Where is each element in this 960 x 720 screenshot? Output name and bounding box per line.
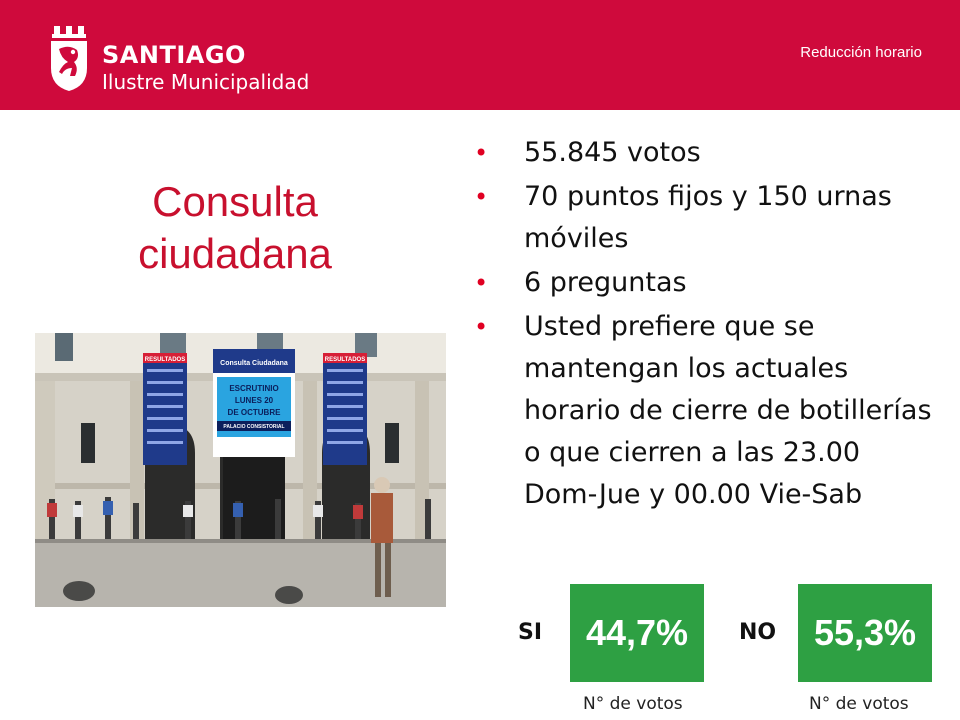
header-bar: SANTIAGO Ilustre Municipalidad Reducción… xyxy=(0,0,960,110)
header-topic: Reducción horario xyxy=(800,44,922,61)
slide-title-line2: ciudadana xyxy=(138,230,332,277)
no-caption: N° de votos xyxy=(809,694,909,714)
sign-line3-text: DE OCTUBRE xyxy=(228,408,282,417)
sign-line1-text: ESCRUTINIO xyxy=(229,384,278,393)
municipal-shield-icon xyxy=(51,26,87,91)
si-caption: N° de votos xyxy=(583,694,683,714)
no-label: NO xyxy=(739,620,777,645)
bullet-dot-icon: • xyxy=(474,269,489,297)
no-result-box: 55,3% xyxy=(798,584,932,682)
list-item: • 6 preguntas xyxy=(470,262,940,304)
logo-subtitle: Ilustre Municipalidad xyxy=(102,70,310,94)
logo-title: SANTIAGO xyxy=(102,41,246,69)
sign-line4-text: PALACIO CONSISTORIAL xyxy=(223,424,284,430)
building-photo-illustration: RESULTADOS RESULTADOS Consulta Ciudadana… xyxy=(35,333,446,607)
slide-title: Consulta ciudadana xyxy=(100,176,370,280)
bullet-text: Usted prefiere que se mantengan los actu… xyxy=(524,311,932,510)
banner-left-text: RESULTADOS xyxy=(145,357,185,363)
sign-line2-text: LUNES 20 xyxy=(235,396,274,405)
si-result-box: 44,7% xyxy=(570,584,704,682)
list-item: • 70 puntos fijos y 150 urnas móviles xyxy=(470,176,940,260)
bullet-dot-icon: • xyxy=(474,139,489,167)
si-label: SI xyxy=(518,620,543,645)
sign-title-text: Consulta Ciudadana xyxy=(220,360,288,367)
list-item: • 55.845 votos xyxy=(470,132,940,174)
banner-right-text: RESULTADOS xyxy=(325,357,365,363)
bullet-text: 70 puntos fijos y 150 urnas móviles xyxy=(524,181,892,254)
facts-list: • 55.845 votos • 70 puntos fijos y 150 urn… xyxy=(470,132,940,518)
slide-title-line1: Consulta xyxy=(152,178,318,225)
list-item: • Usted prefiere que se mantengan los act… xyxy=(470,306,940,516)
santiago-logo: SANTIAGO Ilustre Municipalidad xyxy=(48,24,348,96)
bullet-text: 55.845 votos xyxy=(524,137,701,168)
bullet-dot-icon: • xyxy=(474,313,489,341)
consultation-photo: RESULTADOS RESULTADOS Consulta Ciudadana… xyxy=(35,333,446,607)
bullet-dot-icon: • xyxy=(474,183,489,211)
bullet-text: 6 preguntas xyxy=(524,267,687,298)
